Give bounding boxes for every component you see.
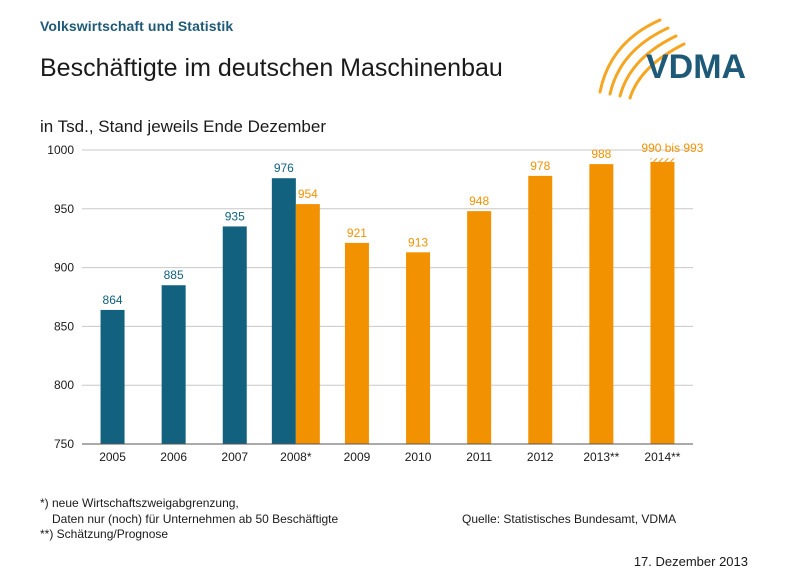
bar: [650, 161, 675, 444]
section-title: Volkswirtschaft und Statistik: [40, 18, 234, 34]
y-tick-label: 850: [54, 319, 74, 333]
data-label: 990 bis 993: [641, 141, 703, 155]
x-tick-label: 2012: [527, 450, 554, 464]
data-label: 885: [164, 268, 184, 282]
bar: [467, 211, 492, 444]
data-label: 954: [298, 187, 318, 201]
x-tick-label: 2014**: [644, 450, 680, 464]
data-label: 921: [347, 226, 367, 240]
bar-range-hatch: [650, 158, 675, 162]
date: 17. Dezember 2013: [633, 554, 748, 569]
x-tick-label: 2013**: [583, 450, 619, 464]
data-label: 978: [530, 159, 550, 173]
bar: [271, 178, 296, 444]
logo-arcs: [598, 18, 686, 100]
bar: [528, 175, 553, 444]
data-label: 948: [469, 194, 489, 208]
bar: [589, 164, 614, 444]
x-tick-label: 2011: [466, 450, 492, 464]
logo-text: VDMA: [646, 48, 746, 86]
source: Quelle: Statistisches Bundesamt, VDMA: [462, 512, 677, 526]
footnote-3: **) Schätzung/Prognose: [40, 527, 169, 541]
y-tick-label: 750: [54, 437, 74, 451]
data-label: 864: [103, 293, 123, 307]
vdma-logo: VDMA: [598, 18, 746, 100]
x-tick-label: 2006: [160, 450, 187, 464]
bar: [295, 204, 320, 444]
y-tick-label: 900: [54, 261, 74, 275]
bar: [161, 285, 186, 444]
page-title: Beschäftigte im deutschen Maschinenbau: [40, 54, 503, 82]
footnote-1: *) neue Wirtschaftszweigabgrenzung,: [40, 496, 239, 510]
x-tick-label: 2010: [405, 450, 432, 464]
data-label: 913: [408, 235, 428, 249]
x-tick-label: 2008*: [280, 450, 312, 464]
y-tick-label: 800: [54, 378, 74, 392]
x-tick-label: 2005: [99, 450, 126, 464]
y-tick-label: 950: [54, 202, 74, 216]
bar: [406, 252, 431, 444]
footnote-2: Daten nur (noch) für Unternehmen ab 50 B…: [52, 512, 339, 526]
bar: [344, 242, 369, 444]
bar: [100, 309, 125, 444]
data-label: 935: [225, 209, 245, 223]
x-tick-label: 2009: [344, 450, 371, 464]
data-label: 976: [274, 161, 294, 175]
bar: [222, 226, 247, 444]
data-label: 988: [591, 147, 611, 161]
chart-subtitle: in Tsd., Stand jeweils Ende Dezember: [40, 117, 327, 136]
y-tick-label: 1000: [47, 143, 74, 157]
x-tick-label: 2007: [221, 450, 248, 464]
